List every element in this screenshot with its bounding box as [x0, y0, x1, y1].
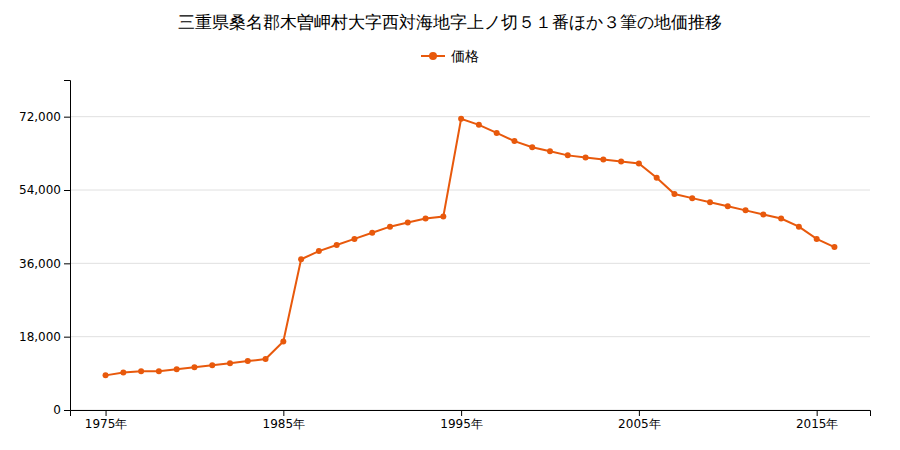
point — [654, 175, 660, 181]
x-axis: 1975年 1985年 1995年 2005年 2015年 — [71, 410, 871, 431]
legend-marker — [429, 52, 437, 60]
point — [600, 156, 606, 162]
tick: 72,000 — [19, 110, 70, 124]
tick-label: 36,000 — [19, 257, 61, 271]
marks — [103, 116, 838, 379]
point — [618, 158, 624, 164]
grid — [70, 117, 870, 410]
point — [298, 256, 304, 262]
point — [547, 148, 553, 154]
tick-mark — [64, 190, 70, 191]
point — [831, 244, 837, 250]
point — [138, 368, 144, 374]
legend-item: 価格 — [421, 48, 479, 64]
grid-line — [70, 336, 870, 337]
point — [636, 161, 642, 167]
point — [209, 362, 215, 368]
tick-mark — [283, 410, 284, 416]
grid-line — [70, 190, 870, 191]
point — [120, 370, 126, 376]
point — [280, 339, 286, 345]
tick-mark — [64, 337, 70, 338]
tick-mark — [64, 117, 70, 118]
grid-line — [70, 116, 870, 117]
point — [423, 216, 429, 222]
point — [494, 130, 500, 136]
tick-mark — [817, 410, 818, 416]
axis-line — [71, 411, 871, 417]
point — [511, 138, 517, 144]
tick-mark — [461, 410, 462, 416]
point — [671, 191, 677, 197]
point — [334, 242, 340, 248]
point — [316, 248, 322, 254]
tick: 36,000 — [19, 257, 70, 271]
legend-label: 価格 — [451, 48, 479, 64]
tick: 1975年 — [85, 410, 128, 431]
point — [174, 366, 180, 372]
tick-label: 72,000 — [19, 110, 61, 124]
line — [106, 119, 835, 376]
tick-label: 2005年 — [618, 417, 661, 431]
grid-line — [70, 263, 870, 264]
tick: 2015年 — [796, 410, 839, 431]
point — [583, 154, 589, 160]
point — [351, 236, 357, 242]
point — [814, 236, 820, 242]
point — [565, 152, 571, 158]
point — [227, 360, 233, 366]
tick-label: 1985年 — [263, 417, 306, 431]
point — [796, 224, 802, 230]
tick-mark — [64, 263, 70, 264]
title: 三重県桑名郡木曽岬村大字西対海地字上ノ切５１番ほか３筆の地価推移 — [178, 12, 722, 32]
point — [743, 207, 749, 213]
tick: 0 — [53, 403, 70, 417]
tick: 1995年 — [440, 410, 483, 431]
tick-mark — [64, 410, 70, 411]
y-axis: 0 18,000 36,000 54,000 72,000 — [19, 81, 71, 418]
axis-line — [64, 81, 71, 411]
chart: 三重県桑名郡木曽岬村大字西対海地字上ノ切５１番ほか３筆の地価推移 1975年 198… — [0, 0, 900, 450]
tick-mark — [639, 410, 640, 416]
tick-label: 54,000 — [19, 183, 61, 197]
point — [245, 358, 251, 364]
point — [689, 195, 695, 201]
legend: 価格 — [421, 48, 479, 64]
point — [387, 224, 393, 230]
tick: 1985年 — [263, 410, 306, 431]
point — [405, 220, 411, 226]
point — [707, 199, 713, 205]
point — [440, 213, 446, 219]
point — [191, 364, 197, 370]
tick-label: 1995年 — [440, 417, 483, 431]
tick-label: 18,000 — [19, 330, 61, 344]
tick-mark — [106, 410, 107, 416]
point — [725, 203, 731, 209]
tick: 2005年 — [618, 410, 661, 431]
point — [476, 122, 482, 128]
tick-label: 0 — [53, 403, 61, 417]
point — [263, 356, 269, 362]
point — [156, 368, 162, 374]
point — [369, 230, 375, 236]
point — [778, 216, 784, 222]
point — [760, 211, 766, 217]
point — [103, 372, 109, 378]
point — [529, 144, 535, 150]
tick-label: 1975年 — [85, 417, 128, 431]
tick: 54,000 — [19, 183, 70, 197]
point — [458, 116, 464, 122]
tick: 18,000 — [19, 330, 70, 344]
plot: 1975年 1985年 1995年 2005年 2015年 0 18,000 36,000 54… — [19, 81, 871, 431]
tick-label: 2015年 — [796, 417, 839, 431]
